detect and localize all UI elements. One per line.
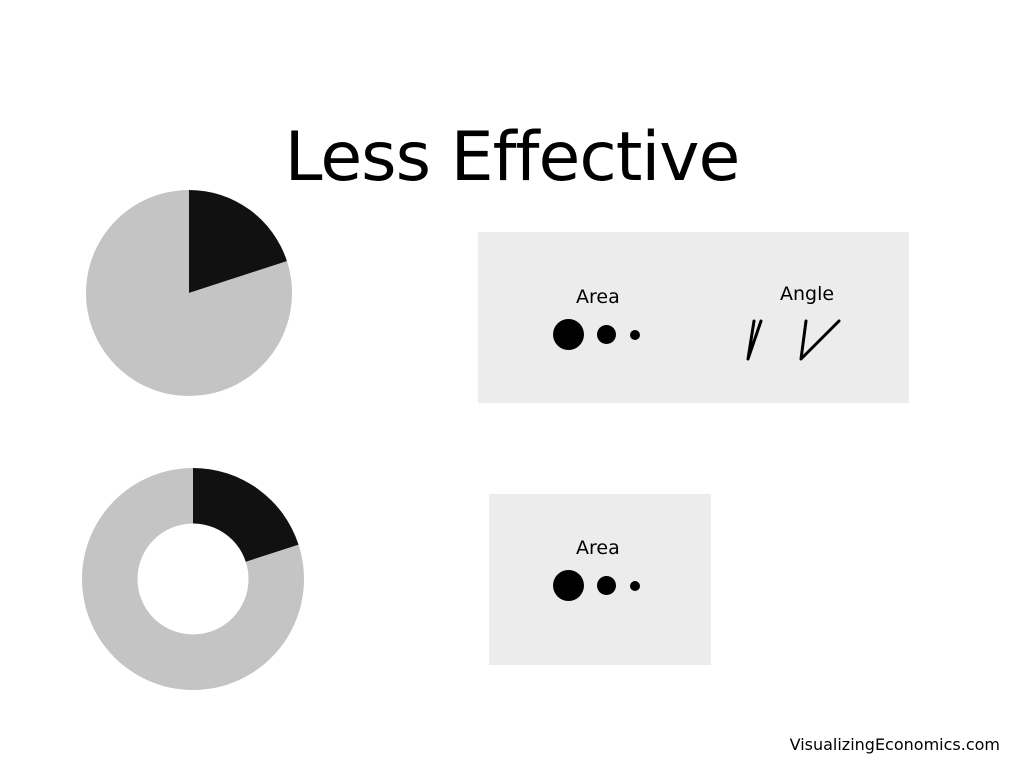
angle-glyphs [746,319,841,361]
area-label: Area [576,537,620,559]
donut-hole [137,523,249,635]
area-dot-large [553,570,584,601]
area-dot-medium [597,325,616,344]
angle-label: Angle [780,283,835,305]
donut-chart [82,468,304,690]
pie-slice-1 [189,190,287,293]
area-dot-small [630,330,640,340]
top-comparison-panel: Area Angle [478,232,909,403]
angle-mark-narrow [746,319,763,361]
footer-credit: VisualizingEconomics.com [789,735,1000,754]
area-dot-medium [597,576,616,595]
area-label: Area [576,286,620,308]
area-dot-small [630,581,640,591]
angle-mark-wide [799,319,841,361]
pie-chart [86,190,292,396]
area-dot-large [553,319,584,350]
slide-title: Less Effective [284,117,741,197]
pie-slice-2 [86,190,292,396]
bottom-comparison-panel: Area [489,494,711,665]
